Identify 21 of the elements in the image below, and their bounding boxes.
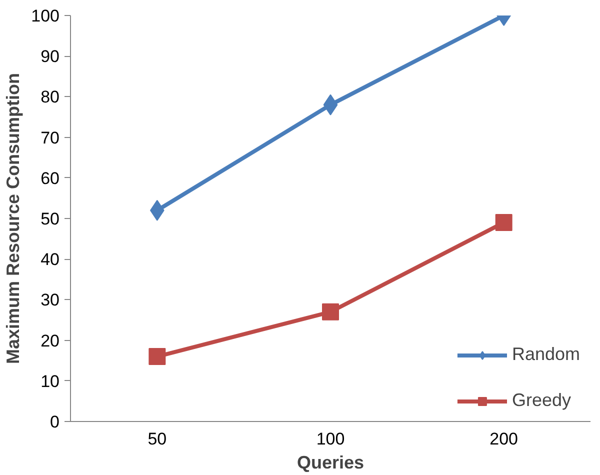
x-tick-label: 100	[316, 430, 345, 448]
y-tick-label: 50	[40, 210, 60, 228]
y-axis-title: Maximum Resource Consumption	[3, 72, 24, 364]
legend-label: Greedy	[512, 390, 571, 411]
x-tick-label: 50	[148, 430, 167, 448]
y-tick-label: 40	[40, 250, 60, 270]
y-tick-label: 100	[31, 6, 60, 26]
y-tick-label: 70	[40, 128, 60, 148]
legend-label: Random	[512, 344, 580, 365]
y-tick-label: 20	[40, 331, 60, 350]
y-tick-label: 10	[40, 372, 60, 391]
x-tick-label: 200	[490, 430, 518, 448]
point	[322, 303, 339, 320]
x-axis-title: Queries	[296, 452, 364, 472]
point	[148, 348, 166, 366]
y-tick-label: 60	[40, 168, 60, 188]
y-tick-label: 90	[40, 47, 60, 66]
y-tick-label: 80	[40, 88, 60, 107]
point	[495, 214, 512, 232]
y-tick-label: 30	[40, 290, 60, 310]
y-tick-label: 0	[50, 412, 60, 432]
